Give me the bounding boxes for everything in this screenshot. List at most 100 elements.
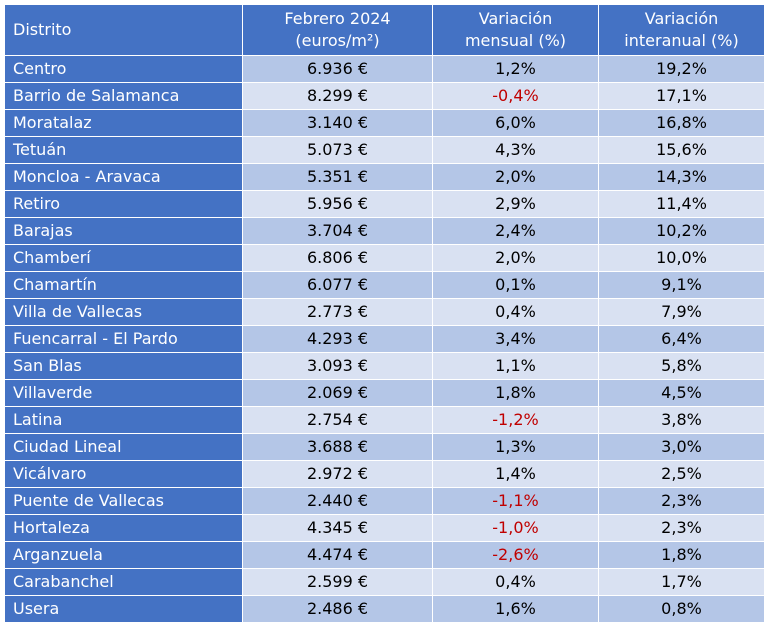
district-cell: Tetuán [4, 136, 243, 164]
table-row: Vicálvaro 2.972 €1,4% 2,5% [4, 460, 765, 488]
district-cell: Barrio de Salamanca [4, 82, 243, 110]
yearly-variation-cell: 2,5% [598, 460, 765, 488]
district-cell: Villaverde [4, 379, 243, 407]
district-cell: Centro [4, 55, 243, 83]
table-row: Barajas 3.704 €2,4% 10,2% [4, 217, 765, 245]
table-row: Latina 2.754 € -1,2% 3,8% [4, 406, 765, 434]
yearly-variation-cell: 5,8% [598, 352, 765, 380]
table-row: Retiro 5.956 €2,9% 11,4% [4, 190, 765, 218]
header-yearly-line2: interanual (%) [624, 31, 739, 50]
table-row: Chamberí 6.806 €2,0% 10,0% [4, 244, 765, 272]
price-cell: 8.299 € [242, 82, 433, 110]
price-cell: 4.474 € [242, 541, 433, 569]
table-row: Chamartín 6.077 €0,1% 9,1% [4, 271, 765, 299]
price-cell: 6.936 € [242, 55, 433, 83]
monthly-variation-cell: 1,3% [432, 433, 599, 461]
district-cell: San Blas [4, 352, 243, 380]
district-cell: Vicálvaro [4, 460, 243, 488]
price-cell: 3.704 € [242, 217, 433, 245]
yearly-variation-cell: 10,0% [598, 244, 765, 272]
price-cell: 2.069 € [242, 379, 433, 407]
table-row: Moratalaz 3.140 €6,0% 16,8% [4, 109, 765, 137]
table-header: Distrito Febrero 2024 (euros/m²) Variaci… [4, 4, 765, 56]
district-cell: Moratalaz [4, 109, 243, 137]
monthly-variation-cell: 4,3% [432, 136, 599, 164]
monthly-variation-cell: -1,2% [432, 406, 599, 434]
monthly-variation-cell: -2,6% [432, 541, 599, 569]
price-cell: 6.077 € [242, 271, 433, 299]
price-cell: 4.293 € [242, 325, 433, 353]
price-cell: 3.688 € [242, 433, 433, 461]
yearly-variation-cell: 16,8% [598, 109, 765, 137]
monthly-variation-cell: -1,0% [432, 514, 599, 542]
table-row: San Blas 3.093 €1,1% 5,8% [4, 352, 765, 380]
price-cell: 3.140 € [242, 109, 433, 137]
monthly-variation-cell: 0,4% [432, 298, 599, 326]
district-cell: Villa de Vallecas [4, 298, 243, 326]
price-cell: 2.486 € [242, 595, 433, 623]
yearly-variation-cell: 1,7% [598, 568, 765, 596]
yearly-variation-cell: 14,3% [598, 163, 765, 191]
yearly-variation-cell: 4,5% [598, 379, 765, 407]
price-table: Distrito Febrero 2024 (euros/m²) Variaci… [4, 4, 765, 623]
district-cell: Arganzuela [4, 541, 243, 569]
table-row: Tetuán 5.073 €4,3% 15,6% [4, 136, 765, 164]
yearly-variation-cell: 15,6% [598, 136, 765, 164]
monthly-variation-cell: 3,4% [432, 325, 599, 353]
monthly-variation-cell: 2,9% [432, 190, 599, 218]
price-cell: 2.754 € [242, 406, 433, 434]
yearly-variation-cell: 7,9% [598, 298, 765, 326]
price-cell: 6.806 € [242, 244, 433, 272]
header-district: Distrito [4, 4, 243, 56]
yearly-variation-cell: 1,8% [598, 541, 765, 569]
table-row: Hortaleza 4.345 € -1,0% 2,3% [4, 514, 765, 542]
header-monthly-line2: mensual (%) [464, 31, 567, 50]
yearly-variation-cell: 3,8% [598, 406, 765, 434]
price-cell: 3.093 € [242, 352, 433, 380]
yearly-variation-cell: 19,2% [598, 55, 765, 83]
district-cell: Puente de Vallecas [4, 487, 243, 515]
header-price-line2: (euros/m²) [295, 31, 380, 50]
price-cell: 2.773 € [242, 298, 433, 326]
yearly-variation-cell: 9,1% [598, 271, 765, 299]
district-cell: Fuencarral - El Pardo [4, 325, 243, 353]
table-row: Centro 6.936 €1,2% 19,2% [4, 55, 765, 83]
monthly-variation-cell: 1,8% [432, 379, 599, 407]
monthly-variation-cell: 6,0% [432, 109, 599, 137]
table-row: Barrio de Salamanca 8.299 € -0,4% 17,1% [4, 82, 765, 110]
monthly-variation-cell: -0,4% [432, 82, 599, 110]
header-monthly-line1: Variación [478, 9, 553, 28]
price-cell: 2.599 € [242, 568, 433, 596]
district-cell: Usera [4, 595, 243, 623]
yearly-variation-cell: 2,3% [598, 487, 765, 515]
district-cell: Chamberí [4, 244, 243, 272]
monthly-variation-cell: 1,4% [432, 460, 599, 488]
district-cell: Barajas [4, 217, 243, 245]
district-cell: Hortaleza [4, 514, 243, 542]
monthly-variation-cell: 2,0% [432, 244, 599, 272]
monthly-variation-cell: 0,4% [432, 568, 599, 596]
table-row: Carabanchel 2.599 €0,4% 1,7% [4, 568, 765, 596]
price-cell: 5.956 € [242, 190, 433, 218]
header-district-label: Distrito [13, 20, 72, 39]
district-cell: Retiro [4, 190, 243, 218]
district-cell: Carabanchel [4, 568, 243, 596]
monthly-variation-cell: 2,4% [432, 217, 599, 245]
monthly-variation-cell: -1,1% [432, 487, 599, 515]
table-row: Fuencarral - El Pardo 4.293 €3,4% 6,4% [4, 325, 765, 353]
district-cell: Ciudad Lineal [4, 433, 243, 461]
district-cell: Moncloa - Aravaca [4, 163, 243, 191]
monthly-variation-cell: 0,1% [432, 271, 599, 299]
yearly-variation-cell: 2,3% [598, 514, 765, 542]
price-cell: 5.073 € [242, 136, 433, 164]
district-cell: Chamartín [4, 271, 243, 299]
price-cell: 2.440 € [242, 487, 433, 515]
table-row: Puente de Vallecas 2.440 € -1,1% 2,3% [4, 487, 765, 515]
yearly-variation-cell: 0,8% [598, 595, 765, 623]
header-price: Febrero 2024 (euros/m²) [242, 4, 433, 56]
yearly-variation-cell: 3,0% [598, 433, 765, 461]
table-row: Usera 2.486 €1,6% 0,8% [4, 595, 765, 623]
district-cell: Latina [4, 406, 243, 434]
monthly-variation-cell: 1,2% [432, 55, 599, 83]
table-body: Centro 6.936 €1,2% 19,2% Barrio de Salamanc… [4, 55, 765, 623]
